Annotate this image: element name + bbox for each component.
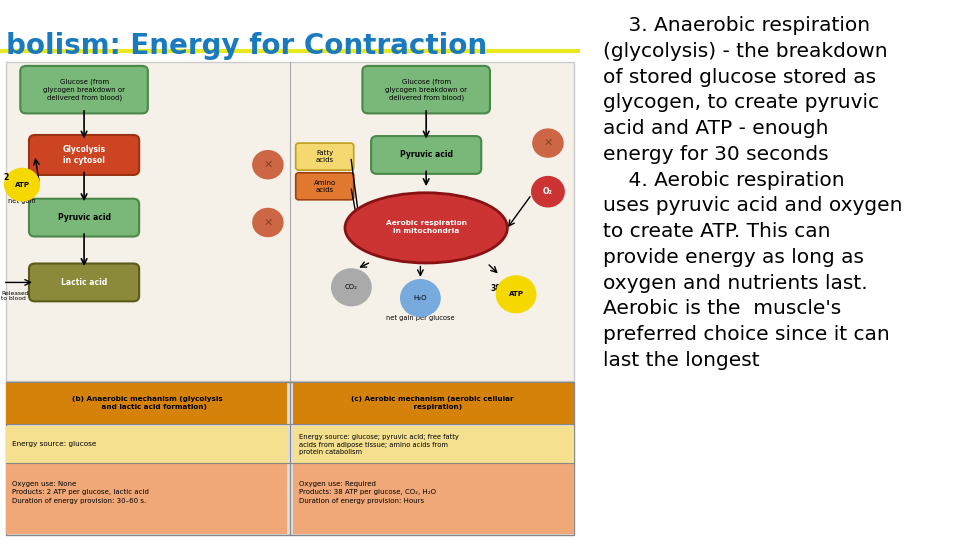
Text: (c) Aerobic mechanism (aerobic cellular
     respiration): (c) Aerobic mechanism (aerobic cellular …	[350, 396, 514, 409]
Circle shape	[331, 269, 372, 306]
Text: H₂O: H₂O	[414, 295, 427, 301]
FancyBboxPatch shape	[372, 136, 481, 174]
Text: Aerobic respiration
in mitochondria: Aerobic respiration in mitochondria	[386, 220, 467, 233]
FancyBboxPatch shape	[6, 382, 287, 424]
FancyBboxPatch shape	[296, 143, 353, 170]
FancyBboxPatch shape	[29, 264, 139, 301]
Text: Released
to blood: Released to blood	[1, 291, 29, 301]
FancyBboxPatch shape	[29, 199, 139, 237]
Text: net gain: net gain	[9, 198, 36, 204]
Circle shape	[5, 168, 39, 201]
FancyBboxPatch shape	[293, 464, 574, 534]
FancyBboxPatch shape	[296, 173, 353, 200]
FancyBboxPatch shape	[363, 66, 490, 113]
Text: Energy source: glucose; pyruvic acid; free fatty
acids from adipose tissue; amin: Energy source: glucose; pyruvic acid; fr…	[299, 435, 459, 455]
Ellipse shape	[345, 193, 507, 263]
Text: Amino
acids: Amino acids	[314, 180, 336, 193]
Circle shape	[252, 208, 283, 237]
Circle shape	[400, 280, 440, 316]
Text: ✕: ✕	[543, 138, 553, 148]
Circle shape	[533, 129, 563, 157]
Text: Oxygen use: Required
Products: 38 ATP per glucose, CO₂, H₂O
Duration of energy p: Oxygen use: Required Products: 38 ATP pe…	[299, 481, 436, 504]
Text: Lactic acid: Lactic acid	[60, 278, 108, 287]
Text: Energy source: glucose: Energy source: glucose	[12, 441, 96, 447]
Text: ✕: ✕	[263, 160, 273, 170]
FancyBboxPatch shape	[293, 426, 574, 463]
Text: Glycolysis
in cytosol: Glycolysis in cytosol	[62, 145, 106, 165]
Text: O₂: O₂	[543, 187, 553, 196]
FancyBboxPatch shape	[6, 62, 574, 381]
FancyBboxPatch shape	[29, 135, 139, 175]
Text: Pyruvic acid: Pyruvic acid	[58, 213, 110, 222]
Text: (b) Anaerobic mechanism (glycolysis
     and lactic acid formation): (b) Anaerobic mechanism (glycolysis and …	[73, 396, 224, 409]
FancyBboxPatch shape	[293, 382, 574, 424]
Text: ATP: ATP	[14, 181, 30, 188]
Circle shape	[532, 177, 564, 207]
Circle shape	[496, 276, 536, 313]
Text: 38: 38	[491, 285, 501, 293]
Text: Oxygen use: None
Products: 2 ATP per glucose, lactic acid
Duration of energy pro: Oxygen use: None Products: 2 ATP per glu…	[12, 481, 149, 504]
Circle shape	[252, 151, 283, 179]
Text: ✕: ✕	[263, 218, 273, 227]
Text: Pyruvic acid: Pyruvic acid	[399, 151, 453, 159]
FancyBboxPatch shape	[20, 66, 148, 113]
Text: 2: 2	[3, 173, 9, 181]
FancyBboxPatch shape	[6, 426, 287, 463]
Text: CO₂: CO₂	[345, 284, 358, 291]
Text: ATP: ATP	[509, 291, 523, 298]
FancyBboxPatch shape	[6, 464, 287, 534]
Text: Glucose (from
glycogen breakdown or
delivered from blood): Glucose (from glycogen breakdown or deli…	[385, 79, 468, 100]
FancyBboxPatch shape	[6, 382, 574, 535]
Text: Fatty
acids: Fatty acids	[316, 150, 334, 163]
Text: net gain per glucose: net gain per glucose	[386, 314, 455, 321]
Text: 3. Anaerobic respiration
(glycolysis) - the breakdown
of stored glucose stored a: 3. Anaerobic respiration (glycolysis) - …	[603, 16, 902, 370]
Text: Glucose (from
glycogen breakdown or
delivered from blood): Glucose (from glycogen breakdown or deli…	[43, 79, 125, 100]
Text: bolism: Energy for Contraction: bolism: Energy for Contraction	[6, 32, 487, 60]
